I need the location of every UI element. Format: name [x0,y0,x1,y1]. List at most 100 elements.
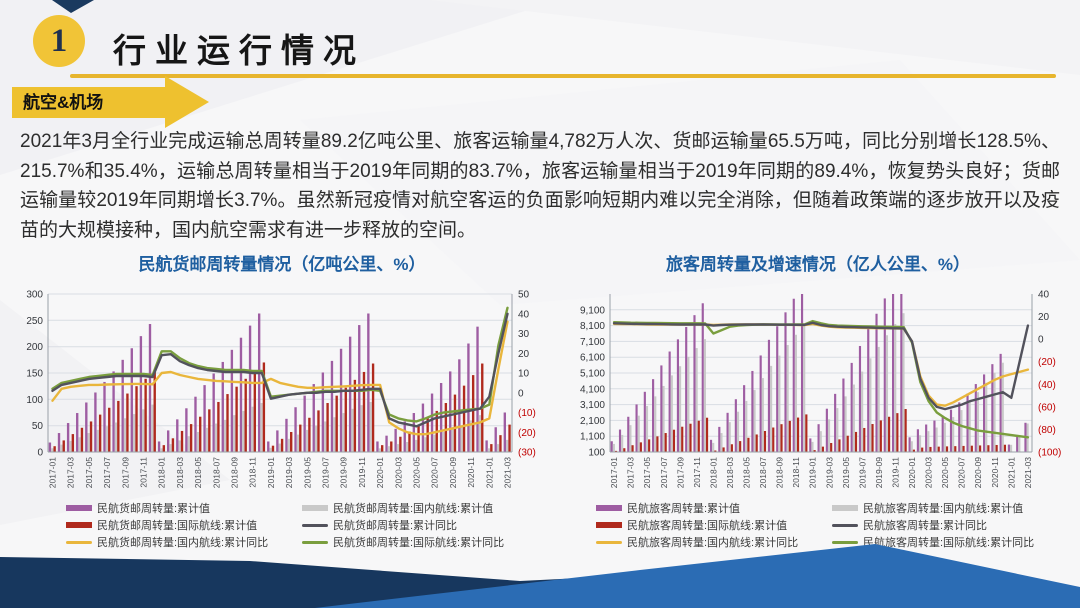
svg-text:2020-05: 2020-05 [940,457,950,488]
svg-text:2020-05: 2020-05 [412,457,422,488]
svg-text:250: 250 [26,316,43,327]
svg-text:2017-07: 2017-07 [659,457,669,488]
legend-swatch-line [66,540,92,544]
svg-text:2020-01: 2020-01 [907,457,917,488]
svg-text:2020-07: 2020-07 [957,457,967,488]
legend-swatch-bar [302,505,328,511]
svg-text:2017-09: 2017-09 [120,457,130,488]
legend-label: 民航旅客周转量:累计同比 [863,520,988,532]
svg-text:2021-01: 2021-01 [484,457,494,488]
legend-item: 民航货邮周转量:累计同比 [302,517,560,533]
svg-text:2021-03: 2021-03 [1023,457,1033,488]
svg-text:2,100: 2,100 [580,416,605,427]
svg-text:2018-11: 2018-11 [248,457,258,488]
svg-text:(60): (60) [1038,402,1056,413]
svg-text:150: 150 [26,369,43,380]
svg-text:2017-07: 2017-07 [102,457,112,488]
svg-text:20: 20 [518,349,530,360]
chart-cargo-turnover: 民航货邮周转量情况（亿吨公里、%） 0 50 100 150 200 250 300 50 40… [8,253,556,550]
svg-text:8,100: 8,100 [580,321,605,332]
svg-text:2017-01: 2017-01 [609,457,619,488]
charts-row: 民航货邮周转量情况（亿吨公里、%） 0 50 100 150 200 250 300 50 40… [8,253,1080,550]
svg-text:30: 30 [518,329,530,340]
svg-text:2019-01: 2019-01 [808,457,818,488]
svg-text:100: 100 [26,395,43,406]
svg-text:2017-09: 2017-09 [675,457,685,488]
svg-text:2019-07: 2019-07 [857,457,867,488]
legend-label: 民航旅客周转量:国内航线:累计同比 [627,537,799,549]
svg-text:2020-01: 2020-01 [375,457,385,488]
svg-text:40: 40 [518,309,530,320]
svg-text:(10): (10) [518,408,536,419]
svg-text:2017-01: 2017-01 [48,457,58,488]
legend-swatch-bar [832,505,858,511]
svg-text:2018-01: 2018-01 [708,457,718,488]
svg-text:3,100: 3,100 [580,400,605,411]
legend-item: 民航旅客周转量:国内航线:累计同比 [596,534,832,550]
svg-text:2020-11: 2020-11 [990,457,1000,488]
svg-text:2019-11: 2019-11 [357,457,367,488]
svg-text:0: 0 [37,448,43,459]
legend-item: 民航旅客周转量:累计值 [596,500,832,516]
svg-text:(40): (40) [1038,380,1056,391]
svg-text:2020-03: 2020-03 [924,457,934,488]
svg-text:50: 50 [32,421,44,432]
section-number: 1 [50,22,68,59]
svg-text:(20): (20) [1038,357,1056,368]
svg-text:40: 40 [1038,290,1050,301]
legend-item: 民航货邮周转量:国内航线:累计值 [302,500,560,516]
svg-text:2020-03: 2020-03 [393,457,403,488]
svg-text:300: 300 [26,290,43,301]
svg-text:2021-01: 2021-01 [1006,457,1016,488]
title-underline-rule [70,74,1056,78]
svg-text:2018-11: 2018-11 [791,457,801,488]
svg-text:2018-07: 2018-07 [758,457,768,488]
cargo-chart-legend: 民航货邮周转量:累计值 民航货邮周转量:国内航线:累计值 民航货邮周转量:国际航线:… [66,500,556,550]
legend-swatch-line [596,540,622,544]
svg-text:2018-05: 2018-05 [742,457,752,488]
svg-text:2018-09: 2018-09 [775,457,785,488]
legend-item: 民航旅客周转量:国际航线:累计值 [596,517,832,533]
legend-swatch-bar [66,505,92,511]
svg-text:(80): (80) [1038,425,1056,436]
svg-text:2019-09: 2019-09 [874,457,884,488]
legend-swatch-line [832,540,858,544]
svg-text:2018-03: 2018-03 [725,457,735,488]
page-title: 行业运行情况 [113,31,365,70]
svg-text:2019-03: 2019-03 [284,457,294,488]
svg-text:200: 200 [26,342,43,353]
legend-swatch-line [832,523,858,527]
svg-text:2019-01: 2019-01 [266,457,276,488]
svg-text:1,100: 1,100 [580,432,605,443]
svg-text:2018-09: 2018-09 [230,457,240,488]
legend-label: 民航旅客周转量:累计值 [627,503,741,515]
chart-passenger-turnover: 旅客周转量及增速情况（亿人公里、%） 100 1,100 2,100 3,100 4,1… [556,253,1080,550]
banner-label: 航空&机场 [23,93,104,112]
section-number-badge: 1 [33,15,85,67]
svg-text:2019-09: 2019-09 [339,457,349,488]
legend-label: 民航货邮周转量:国内航线:累计同比 [97,537,269,549]
legend-swatch-bar [596,505,622,511]
legend-swatch-line [302,540,328,544]
svg-text:2020-11: 2020-11 [466,457,476,488]
legend-label: 民航货邮周转量:累计值 [97,503,211,515]
legend-swatch-bar [66,522,92,528]
legend-label: 民航货邮周转量:累计同比 [333,520,458,532]
svg-text:2019-05: 2019-05 [841,457,851,488]
svg-text:2020-07: 2020-07 [430,457,440,488]
svg-text:2017-05: 2017-05 [84,457,94,488]
svg-text:10: 10 [518,369,530,380]
legend-label: 民航旅客周转量:国际航线:累计值 [627,520,788,532]
svg-text:2021-03: 2021-03 [503,457,513,488]
passenger-chart-legend: 民航旅客周转量:累计值 民航旅客周转量:国内航线:累计值民航旅客周转量:国际航线:… [596,500,1080,550]
svg-text:2017-03: 2017-03 [626,457,636,488]
svg-text:2020-09: 2020-09 [448,457,458,488]
legend-swatch-bar [596,522,622,528]
svg-text:6,100: 6,100 [580,353,605,364]
svg-text:2018-03: 2018-03 [175,457,185,488]
svg-text:2018-07: 2018-07 [211,457,221,488]
legend-label: 民航旅客周转量:国内航线:累计值 [863,503,1024,515]
svg-text:2020-09: 2020-09 [973,457,983,488]
